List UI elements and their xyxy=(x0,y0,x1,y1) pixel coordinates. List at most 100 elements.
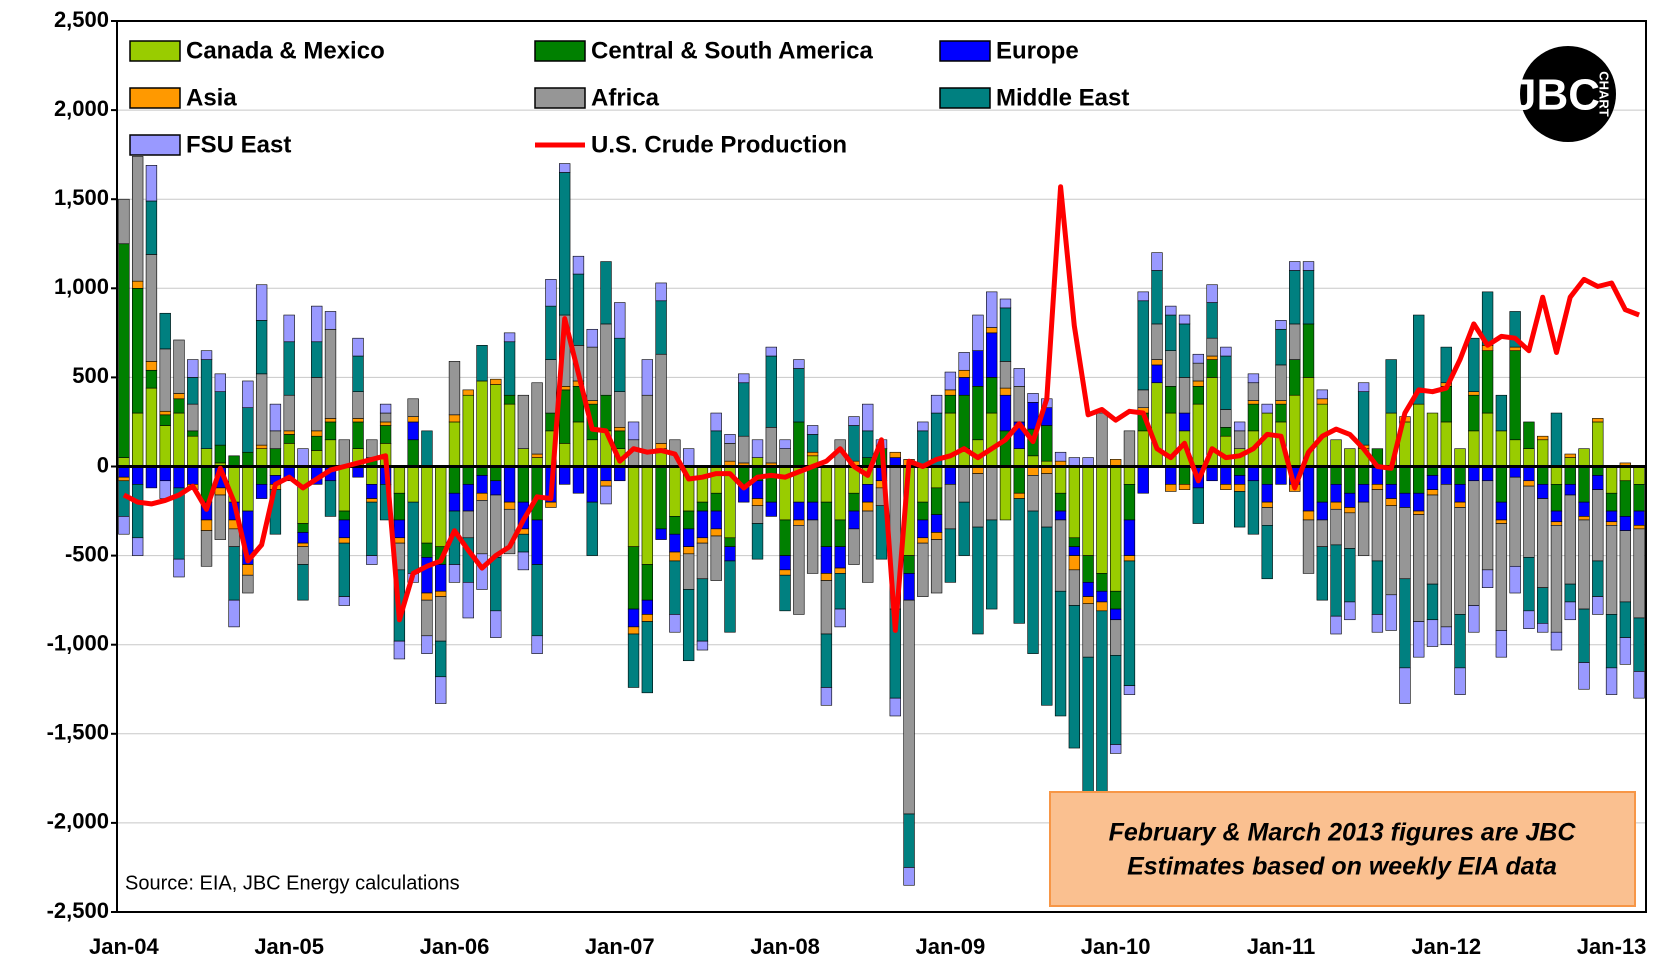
bar-segment xyxy=(1619,516,1632,531)
bar-segment xyxy=(834,519,846,547)
bar-segment xyxy=(242,380,254,408)
bar-segment xyxy=(1371,560,1384,615)
bar-segment xyxy=(1413,621,1425,658)
bar-segment xyxy=(338,596,350,606)
bar-segment xyxy=(1371,489,1384,562)
bar-segment xyxy=(1509,439,1521,467)
bar-segment xyxy=(255,444,268,449)
bar-segment xyxy=(710,492,722,512)
bar-segment xyxy=(366,498,378,503)
bar-segment xyxy=(503,341,516,396)
bar-segment xyxy=(1275,400,1287,405)
bar-segment xyxy=(1109,619,1122,656)
bar-segment xyxy=(531,564,543,637)
bar-segment xyxy=(696,640,709,651)
bar-segment xyxy=(421,430,433,467)
bar-segment xyxy=(669,516,681,535)
bar-segment xyxy=(393,640,406,660)
bar-segment xyxy=(1357,391,1370,446)
bar-segment xyxy=(1592,421,1604,467)
bar-segment xyxy=(600,466,612,482)
bar-segment xyxy=(1233,484,1246,492)
bar-segment xyxy=(1054,590,1067,717)
bar-segment xyxy=(1206,355,1218,360)
bar-segment xyxy=(1247,466,1260,482)
bar-segment xyxy=(393,466,406,494)
bar-segment xyxy=(820,580,833,635)
bar-segment xyxy=(1137,466,1149,494)
bar-segment xyxy=(503,403,516,467)
bar-segment xyxy=(531,453,543,458)
bar-segment xyxy=(118,198,130,245)
bar-segment xyxy=(1592,596,1604,615)
bar-segment xyxy=(696,578,709,642)
bar-segment xyxy=(972,350,984,387)
bar-segment xyxy=(1578,466,1590,503)
bar-segment xyxy=(1481,466,1494,482)
bar-segment xyxy=(1481,480,1494,571)
bar-segment xyxy=(1220,484,1232,490)
bar-segment xyxy=(131,466,144,485)
bar-segment xyxy=(1495,430,1508,467)
bar-segment xyxy=(297,532,309,544)
bar-segment xyxy=(503,332,516,343)
bar-segment xyxy=(214,373,226,392)
bar-segment xyxy=(145,361,158,371)
bar-segment xyxy=(682,553,695,590)
bar-segment xyxy=(1013,448,1025,467)
bar-segment xyxy=(407,398,419,417)
bar-segment xyxy=(1261,501,1273,508)
bar-segment xyxy=(600,485,612,505)
bar-segment xyxy=(1537,623,1549,633)
bar-segment xyxy=(1206,466,1218,482)
bar-segment xyxy=(669,551,681,562)
bar-segment xyxy=(462,389,474,396)
bar-segment xyxy=(311,305,323,343)
bar-segment xyxy=(159,466,171,482)
bar-segment xyxy=(793,519,805,526)
bar-segment xyxy=(1261,525,1273,580)
bar-segment xyxy=(779,555,791,571)
bar-segment xyxy=(1013,466,1025,494)
bar-segment xyxy=(1178,377,1191,414)
bar-segment xyxy=(352,421,364,449)
x-tick-label: Jan-07 xyxy=(585,934,655,959)
bar-segment xyxy=(751,523,764,560)
bar-segment xyxy=(627,626,640,635)
bar-segment xyxy=(531,382,543,455)
bar-segment xyxy=(338,519,350,539)
bar-segment xyxy=(586,346,598,401)
bar-segment xyxy=(1454,667,1466,695)
bar-segment xyxy=(476,553,488,590)
bar-segment xyxy=(118,466,130,478)
bar-segment xyxy=(187,430,199,437)
bar-segment xyxy=(187,359,199,378)
bar-segment xyxy=(1178,323,1191,378)
bar-segment xyxy=(283,314,295,343)
bar-segment xyxy=(1468,391,1480,396)
line-series xyxy=(122,184,1640,633)
bar-segment xyxy=(820,633,833,688)
bar-segment xyxy=(1068,555,1081,571)
bar-segment xyxy=(1592,560,1604,597)
bar-segment xyxy=(655,300,667,355)
bar-segment xyxy=(1068,546,1081,556)
bar-segment xyxy=(834,466,846,521)
bar-segment xyxy=(435,590,447,597)
bar-segment xyxy=(1523,421,1535,449)
bar-segment xyxy=(173,393,185,400)
bar-segment xyxy=(1550,631,1563,651)
bar-segment xyxy=(1275,403,1287,423)
bar-segment xyxy=(187,403,199,432)
logo: JBC CHART xyxy=(1512,46,1616,142)
bar-segment xyxy=(1137,430,1149,467)
bar-segment xyxy=(696,510,709,539)
bar-segment xyxy=(1344,466,1356,494)
bar-segment xyxy=(159,480,171,499)
bar-segment xyxy=(1592,418,1604,423)
bar-segment xyxy=(930,466,943,489)
bar-segment xyxy=(1192,403,1204,467)
bar-segment xyxy=(682,546,695,555)
bar-segment xyxy=(958,377,970,396)
bar-segment xyxy=(1109,608,1122,621)
